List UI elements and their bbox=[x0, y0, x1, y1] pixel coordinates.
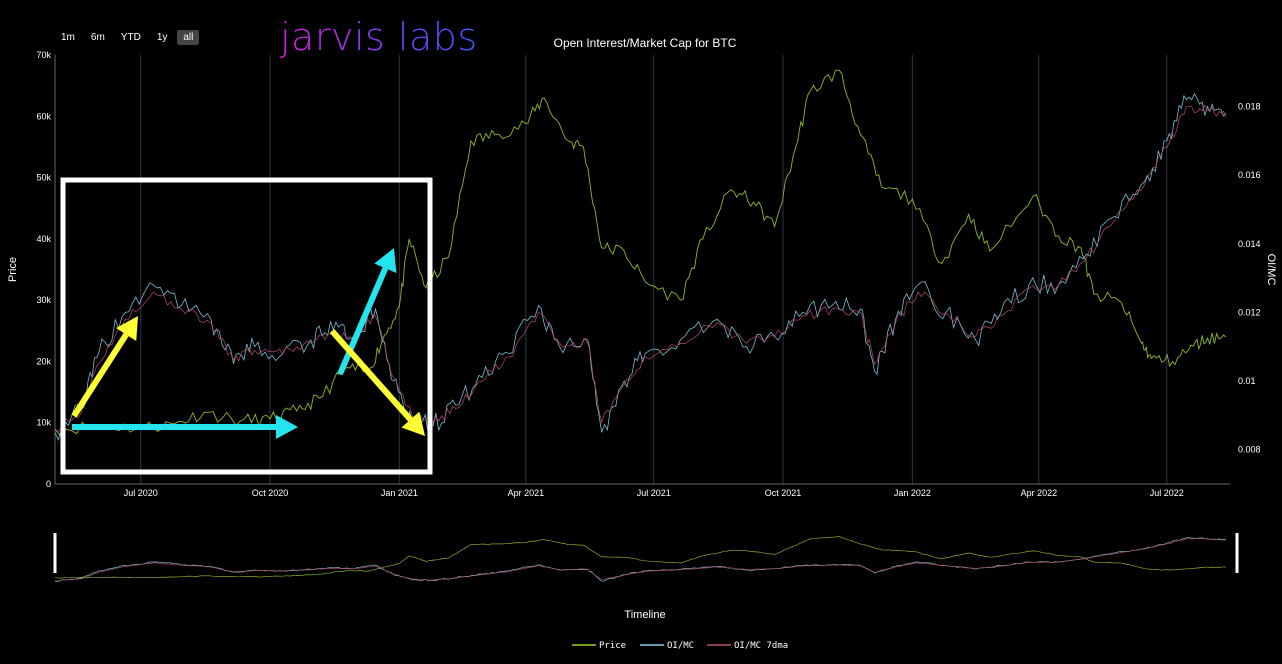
y2-tick-label: 0.018 bbox=[1238, 101, 1261, 111]
yellow-arrow-down-shaft bbox=[329, 329, 413, 422]
price-series-line bbox=[54, 69, 1227, 437]
legend-label: OI/MC 7dma bbox=[734, 641, 788, 651]
navigator-price-series-line bbox=[54, 536, 1226, 579]
y2-tick-label: 0.012 bbox=[1238, 307, 1261, 317]
yellow-arrow-down-head bbox=[401, 411, 425, 436]
cyan-arrow-right bbox=[72, 415, 298, 439]
navigator-oimc-7dma-series-line bbox=[54, 538, 1226, 582]
range-button-all[interactable]: all bbox=[177, 30, 200, 45]
cyan-arrow-right-head bbox=[276, 415, 298, 439]
yellow-arrow-up bbox=[71, 316, 138, 418]
yellow-arrow-up-head bbox=[116, 316, 138, 341]
x-tick-label: Oct 2020 bbox=[252, 488, 289, 498]
legend-item-oimc[interactable]: OI/MC bbox=[640, 641, 694, 651]
yellow-arrow-up-shaft bbox=[71, 332, 129, 418]
y-tick-label: 70k bbox=[36, 50, 51, 60]
chart-title: Open Interest/Market Cap for BTC bbox=[553, 36, 737, 50]
cyan-arrow-up-shaft bbox=[337, 267, 389, 376]
y-tick-label: 40k bbox=[36, 234, 51, 244]
cyan-arrow-up bbox=[337, 248, 397, 376]
legend-item-oimc-7dma[interactable]: OI/MC 7dma bbox=[707, 641, 788, 651]
y-axis-title: Price bbox=[7, 257, 19, 282]
range-button-1m[interactable]: 1m bbox=[61, 32, 75, 43]
x-tick-label: Oct 2021 bbox=[765, 488, 802, 498]
range-button-ytd[interactable]: YTD bbox=[120, 32, 141, 43]
x-tick-label: Apr 2021 bbox=[508, 488, 545, 498]
x-tick-label: Jul 2021 bbox=[637, 488, 671, 498]
navigator-oimc-series-line bbox=[54, 537, 1226, 582]
y-tick-label: 50k bbox=[36, 173, 51, 183]
y-tick-label: 10k bbox=[36, 418, 51, 428]
y2-tick-label: 0.014 bbox=[1238, 239, 1261, 249]
yellow-arrow-down bbox=[329, 329, 425, 436]
y2-tick-label: 0.008 bbox=[1238, 445, 1261, 455]
range-button-6m[interactable]: 6m bbox=[90, 32, 105, 43]
y-tick-label: 20k bbox=[36, 356, 51, 366]
x-tick-label: Jan 2022 bbox=[894, 488, 931, 498]
x-tick-label: Jan 2021 bbox=[381, 488, 418, 498]
legend-label: Price bbox=[599, 641, 626, 651]
range-selector: 1m 6m YTD 1y all bbox=[55, 30, 200, 45]
y2-axis-title: OI/MC bbox=[1265, 254, 1277, 286]
y2-tick-label: 0.016 bbox=[1238, 170, 1261, 180]
range-button-1y[interactable]: 1y bbox=[156, 32, 168, 43]
oimc-7dma-series-line bbox=[54, 104, 1227, 433]
x-tick-label: Jul 2022 bbox=[1150, 488, 1184, 498]
x-tick-label: Jul 2020 bbox=[124, 488, 158, 498]
cyan-arrow-up-head bbox=[374, 248, 397, 273]
y2-tick-label: 0.01 bbox=[1238, 376, 1256, 386]
highlight-box bbox=[60, 177, 433, 475]
x-tick-label: Apr 2022 bbox=[1021, 488, 1058, 498]
oimc-series-line bbox=[54, 92, 1227, 441]
legend-item-price[interactable]: Price bbox=[572, 641, 626, 651]
y-tick-label: 60k bbox=[36, 111, 51, 121]
legend-label: OI/MC bbox=[667, 641, 694, 651]
jarvis-labs-logo: jarvis labs bbox=[280, 15, 478, 59]
y-tick-label: 0 bbox=[46, 479, 51, 489]
x-axis-title: Timeline bbox=[624, 609, 665, 621]
y-tick-label: 30k bbox=[36, 295, 51, 305]
